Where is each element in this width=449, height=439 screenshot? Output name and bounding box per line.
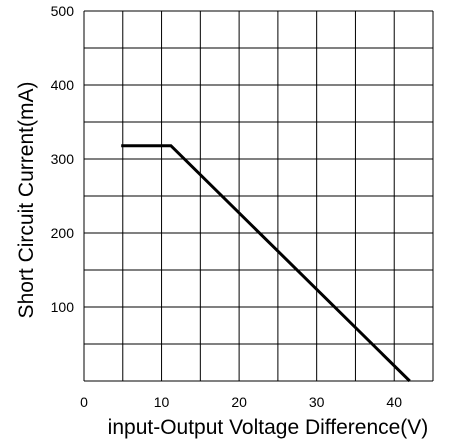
y-tick-label: 100 xyxy=(51,299,75,315)
x-tick-label: 40 xyxy=(386,394,402,410)
y-axis-ticks: 100 200 300 400 500 xyxy=(51,3,75,315)
x-axis-label: input-Output Voltage Difference(V) xyxy=(108,416,429,439)
x-tick-label: 30 xyxy=(309,394,325,410)
series-line xyxy=(121,144,411,383)
x-axis-ticks: 0 10 20 30 40 xyxy=(80,394,402,410)
data-series xyxy=(121,144,411,383)
y-tick-label: 400 xyxy=(51,77,75,93)
y-tick-label: 500 xyxy=(51,3,75,19)
y-tick-label: 200 xyxy=(51,225,75,241)
gridlines xyxy=(83,10,434,382)
x-tick-label: 10 xyxy=(154,394,170,410)
y-axis-label: Short Circuit Current(mA) xyxy=(15,82,38,319)
x-tick-label: 0 xyxy=(80,394,88,410)
x-tick-label: 20 xyxy=(231,394,247,410)
y-tick-label: 300 xyxy=(51,151,75,167)
